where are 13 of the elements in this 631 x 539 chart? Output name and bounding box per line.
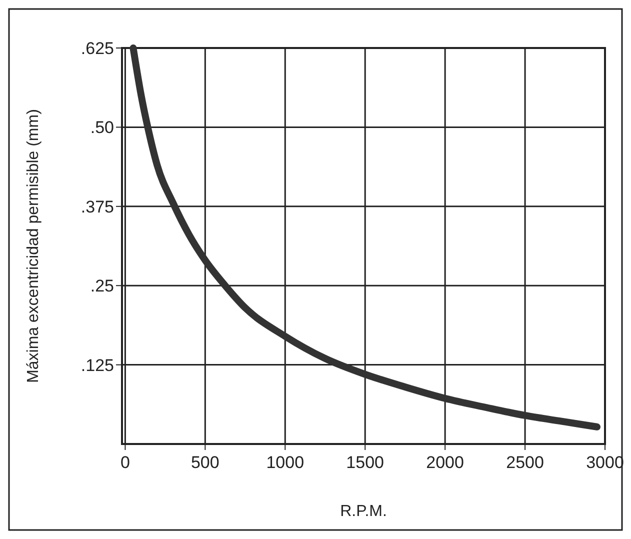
x-tick-label: 2000	[426, 453, 464, 472]
y-tick-label: .25	[90, 276, 114, 296]
x-tick-label: 500	[190, 453, 220, 472]
x-axis-title: R.P.M.	[340, 503, 387, 520]
x-tick-label: 2500	[506, 453, 544, 472]
y-tick-label: .125	[80, 356, 114, 375]
y-tick-label: .50	[90, 118, 114, 138]
y-tick-label: .625	[80, 38, 114, 58]
x-tick-label: 1500	[346, 453, 384, 472]
x-tick-label: 0	[120, 453, 130, 472]
x-tick-label: 1000	[266, 453, 304, 472]
y-tick-label: .375	[80, 197, 114, 216]
y-axis-title: Máxima excentricidad permisible (mm)	[25, 109, 42, 383]
